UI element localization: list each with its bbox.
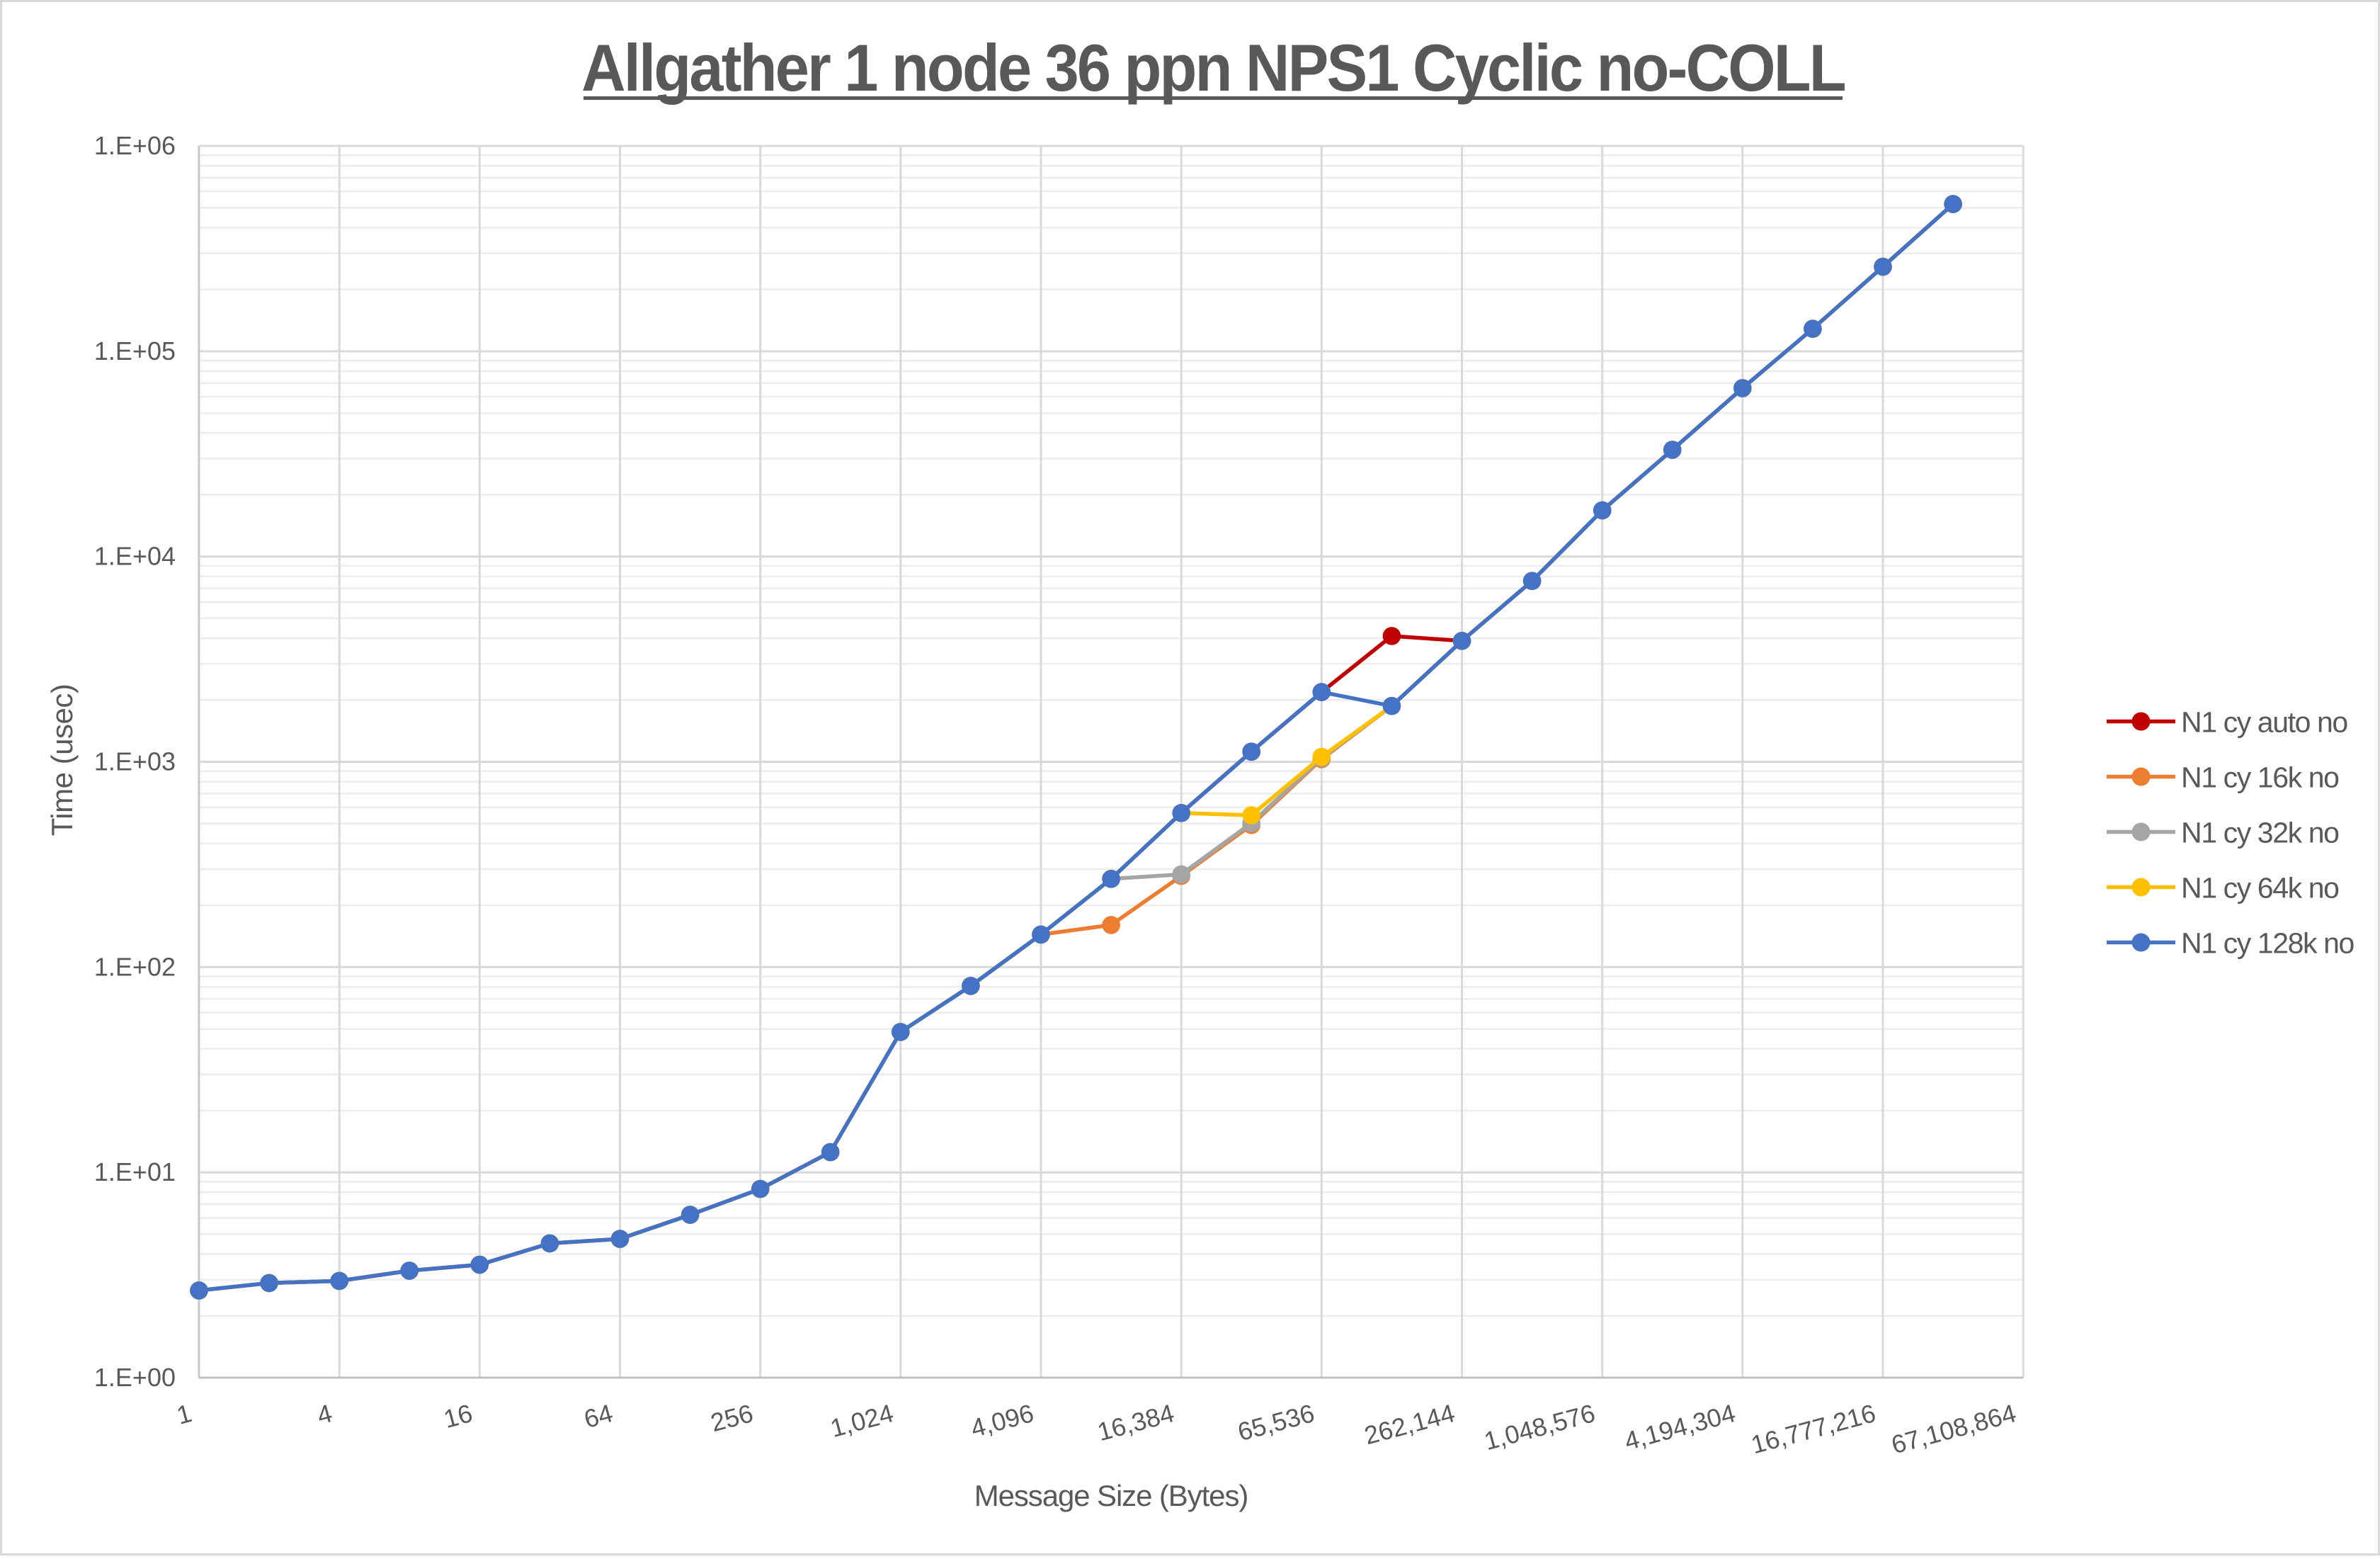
svg-text:1.E+01: 1.E+01 <box>94 1157 176 1186</box>
svg-text:N1 cy 64k no: N1 cy 64k no <box>2181 872 2339 905</box>
svg-text:1.E+05: 1.E+05 <box>94 336 176 365</box>
svg-text:N1 cy 16k no: N1 cy 16k no <box>2181 761 2339 794</box>
svg-text:Allgather 1 node 36 ppn NPS1 C: Allgather 1 node 36 ppn NPS1 Cyclic no-C… <box>581 31 1845 106</box>
svg-text:1.E+02: 1.E+02 <box>94 952 176 981</box>
svg-text:1.E+03: 1.E+03 <box>94 747 176 776</box>
svg-text:N1 cy auto no: N1 cy auto no <box>2181 706 2347 739</box>
svg-text:1.E+04: 1.E+04 <box>94 542 176 571</box>
svg-text:1.E+06: 1.E+06 <box>94 131 176 160</box>
svg-text:1.E+00: 1.E+00 <box>94 1363 176 1392</box>
svg-text:N1 cy 128k no: N1 cy 128k no <box>2181 927 2354 960</box>
svg-text:Time (usec): Time (usec) <box>45 684 79 837</box>
svg-text:Message Size (Bytes): Message Size (Bytes) <box>974 1479 1248 1512</box>
svg-text:N1 cy 32k no: N1 cy 32k no <box>2181 817 2339 849</box>
